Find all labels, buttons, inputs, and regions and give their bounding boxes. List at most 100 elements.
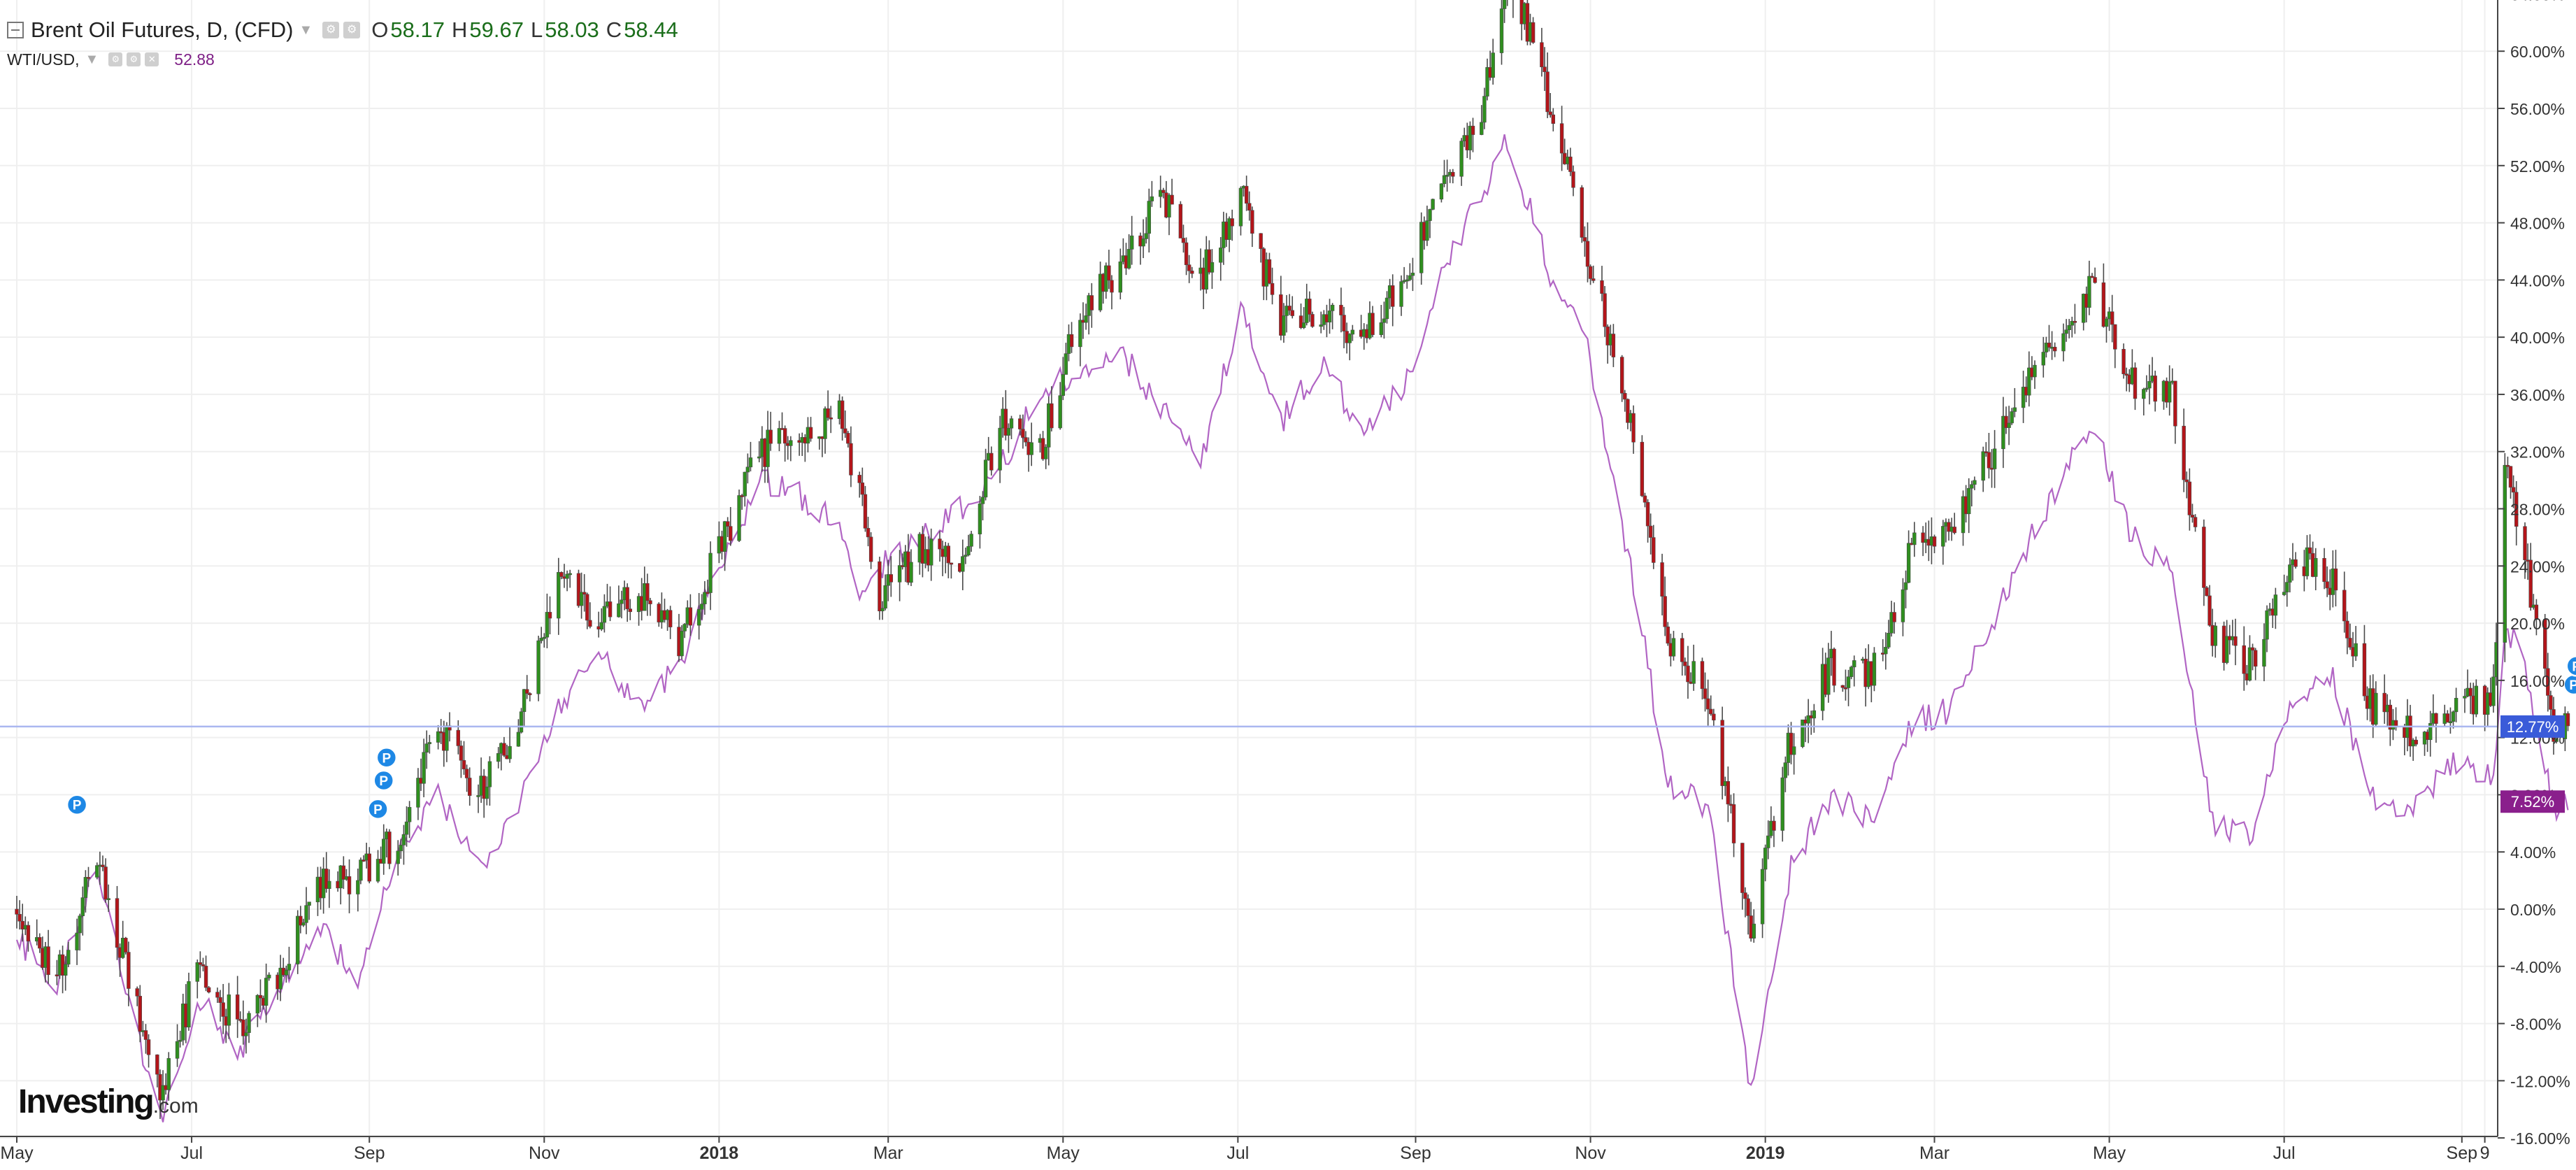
candle-down xyxy=(1840,685,1845,692)
candle-body xyxy=(1502,0,1507,9)
candle-body xyxy=(745,466,750,473)
candle-body xyxy=(1425,220,1429,241)
y-tick-label: 24.00% xyxy=(2510,557,2565,576)
candle-up xyxy=(1970,480,1974,507)
low-value: 58.03 xyxy=(545,17,599,42)
candle-down xyxy=(2004,406,2008,434)
candle-body xyxy=(138,996,142,1032)
candle-body xyxy=(961,556,965,572)
marker-label: P xyxy=(379,774,388,789)
event-marker[interactable]: P xyxy=(375,747,398,769)
main-series-title: Brent Oil Futures, D, (CFD) xyxy=(31,17,294,42)
candle-down xyxy=(124,936,128,955)
event-marker[interactable]: P xyxy=(2566,655,2576,677)
candle-down xyxy=(324,852,329,893)
candle-down xyxy=(1660,553,1664,615)
badge-box xyxy=(2500,715,2565,738)
candle-up xyxy=(1064,343,1068,375)
settings-alt-icon[interactable]: ⚙ xyxy=(343,22,361,38)
candle-down xyxy=(1089,283,1094,328)
candle-body xyxy=(1603,293,1607,327)
compare-settings-icon[interactable]: ⚙ xyxy=(108,52,123,66)
candle-body xyxy=(161,1085,165,1101)
candle-up xyxy=(424,730,429,769)
chevron-down-icon[interactable]: ▼ xyxy=(299,22,313,38)
candle-up xyxy=(2147,364,2152,405)
candle-up xyxy=(2454,687,2459,722)
candle-down xyxy=(1740,843,1745,910)
candle-down xyxy=(1619,355,1624,402)
candle-up xyxy=(1763,844,1768,882)
compare-chevron-down-icon[interactable]: ▼ xyxy=(85,51,99,67)
marker-label: P xyxy=(2569,678,2576,693)
marker-circle[interactable] xyxy=(367,798,389,820)
candle-up xyxy=(1852,655,1856,687)
candle-body xyxy=(1187,264,1192,271)
candle-body xyxy=(1921,532,1925,543)
candle-body xyxy=(1680,638,1684,662)
event-marker[interactable]: P xyxy=(66,794,88,815)
event-markers[interactable]: PPPPPPP xyxy=(66,0,2576,820)
candle-down xyxy=(1187,255,1192,283)
candle-body xyxy=(1167,194,1171,217)
candle-down xyxy=(808,417,813,442)
event-marker[interactable]: P xyxy=(373,769,394,792)
candle-down xyxy=(1626,398,1630,429)
candle-body xyxy=(215,992,220,998)
event-marker[interactable]: P xyxy=(2563,673,2576,696)
candle-up xyxy=(401,825,406,865)
candle-body xyxy=(1992,448,1997,469)
y-tick-label: 20.00% xyxy=(2510,615,2565,633)
candle-up xyxy=(1084,304,1088,330)
candle-body xyxy=(1840,685,1845,688)
candle-up xyxy=(722,520,727,571)
marker-circle[interactable] xyxy=(66,794,88,815)
compare-settings-alt-icon[interactable]: ⚙ xyxy=(127,52,141,66)
candle-up xyxy=(2463,688,2467,713)
remove-compare-icon[interactable]: ✕ xyxy=(145,52,159,66)
event-marker[interactable]: P xyxy=(367,798,389,820)
candle-body xyxy=(582,592,587,595)
marker-circle[interactable] xyxy=(2566,655,2576,677)
candle-body xyxy=(178,1040,183,1042)
candle-body xyxy=(2342,590,2347,622)
candle-up xyxy=(1379,304,1384,338)
candle-down xyxy=(155,1054,159,1087)
candle-down xyxy=(2362,625,2367,701)
candle-down xyxy=(2242,626,2246,691)
candle-up xyxy=(487,756,492,806)
settings-icon[interactable]: ⚙ xyxy=(322,22,340,38)
candle-down xyxy=(1680,633,1684,676)
candle-body xyxy=(1626,399,1630,423)
candle-body xyxy=(502,743,506,756)
candle-body xyxy=(688,607,693,626)
candle-up xyxy=(66,941,71,967)
candle-body xyxy=(387,832,392,864)
candle-body xyxy=(2081,294,2086,323)
badge-text: 7.52% xyxy=(2511,793,2554,811)
candle-body xyxy=(459,745,464,761)
candle-down xyxy=(1270,267,1275,305)
candle-up xyxy=(978,496,982,549)
candle-body xyxy=(1961,496,1966,534)
candle-body xyxy=(1743,892,1747,899)
candle-up xyxy=(1887,620,1891,649)
candle-body xyxy=(2542,619,2547,669)
candle-up xyxy=(568,569,572,588)
candle-body xyxy=(1319,324,1323,327)
marker-label: P xyxy=(2572,659,2576,674)
marker-circle[interactable] xyxy=(373,769,394,792)
candle-body xyxy=(1058,395,1062,429)
candle-body xyxy=(722,521,727,552)
marker-circle[interactable] xyxy=(375,747,398,769)
collapse-icon[interactable] xyxy=(7,22,24,38)
candle-body xyxy=(768,429,773,444)
candle-up xyxy=(883,574,887,611)
candle-up xyxy=(2021,371,2026,423)
candle-body xyxy=(2348,638,2352,648)
logo-suffix: .com xyxy=(152,1094,199,1118)
candle-body xyxy=(1308,299,1312,315)
y-tick-label: 60.00% xyxy=(2510,43,2565,61)
